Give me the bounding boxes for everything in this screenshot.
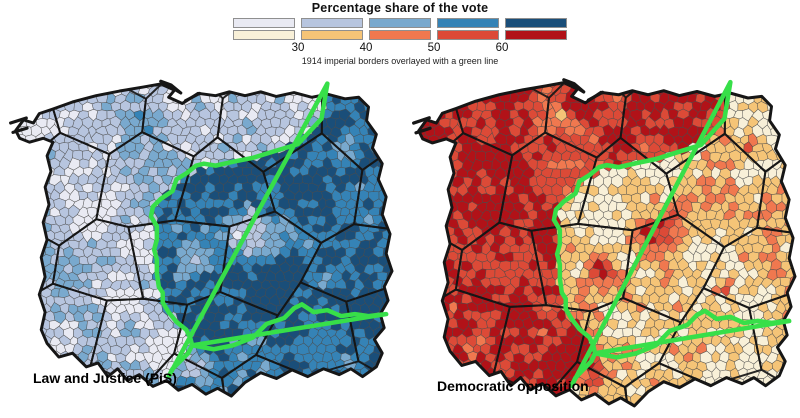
legend-swatch-red-3 [437,30,499,40]
legend-tick-row: 30 40 50 60 [233,42,567,55]
coastal-spit-stroke-1 [183,91,202,103]
legend-swatch-red-1 [301,30,363,40]
legend-tick-50: 50 [427,42,441,54]
coastal-spit-stroke-0 [562,78,586,94]
legend: Percentage share of the vote 30 40 50 60 19… [210,1,590,66]
coastal-spit-stroke-2 [412,116,431,125]
legend-swatch-blue-0 [233,18,295,28]
country-outline [14,82,394,398]
pis-map-title: Law and Justice (PiS) [33,370,177,386]
legend-tick-30: 30 [291,42,305,54]
legend-swatch-blue-2 [369,18,431,28]
coastal-spit-stroke-1 [586,90,605,102]
legend-swatch-row-red [233,30,567,40]
legend-swatch-blue-4 [505,18,567,28]
legend-tick-60: 60 [495,42,509,54]
opposition-map [412,78,797,408]
imperial-border-main [551,79,733,389]
pis-map [9,79,394,398]
imperial-border-branch [189,302,389,352]
legend-tick-40: 40 [359,42,373,54]
country-outline [417,81,797,408]
legend-swatch-red-2 [369,30,431,40]
opposition-map-title: Democratic opposition [437,378,589,394]
coastal-spit-stroke-3 [414,126,432,135]
imperial-border-branch [592,308,792,360]
coastal-spit-stroke-2 [9,116,28,125]
legend-swatches [233,18,567,40]
municipality-cells-layer [15,83,393,397]
legend-note: 1914 imperial borders overlayed with a g… [301,56,499,66]
coastal-spit-stroke-3 [11,126,29,134]
municipality-cells-layer [418,82,796,406]
legend-swatch-blue-1 [301,18,363,28]
legend-swatch-row-blue [233,18,567,28]
legend-swatch-blue-3 [437,18,499,28]
coastal-spit-stroke-0 [159,79,183,95]
legend-swatch-red-0 [233,30,295,40]
legend-swatch-red-4 [505,30,567,40]
imperial-border-main [148,81,330,379]
legend-title: Percentage share of the vote [311,1,489,15]
